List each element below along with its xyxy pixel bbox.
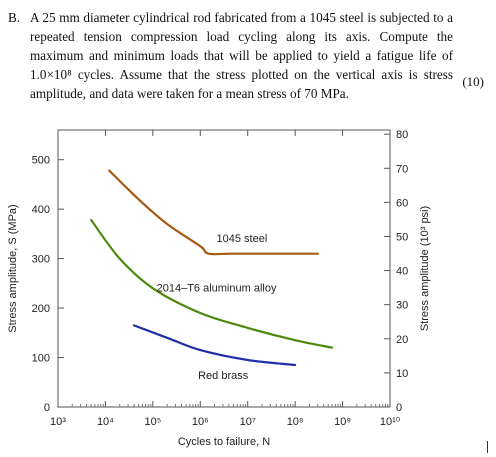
y-left-tick-label: 300 <box>32 254 50 266</box>
x-tick-label: 10⁹ <box>334 416 351 428</box>
x-axis-label: Cycles to failure, N <box>178 436 270 448</box>
series-label-3: Red brass <box>198 370 249 382</box>
x-tick-label: 10³ <box>50 416 66 428</box>
x-tick-label: 10¹⁰ <box>380 416 401 428</box>
y-right-axis-label: Stress amplitude (10³ psi) <box>419 206 431 331</box>
y-right-tick-label: 50 <box>396 231 408 243</box>
y-left-tick-label: 200 <box>32 303 50 315</box>
y-right-tick-label: 10 <box>396 368 408 380</box>
plot-frame <box>57 129 391 408</box>
y-left-tick-label: 400 <box>32 204 50 216</box>
problem-marks: (10) <box>462 74 484 89</box>
x-tick-label: 10⁸ <box>287 416 304 428</box>
y-right-tick-label: 80 <box>396 129 408 141</box>
y-left-tick-label: 100 <box>32 353 50 365</box>
x-tick-label: 10⁷ <box>240 416 256 428</box>
problem-label: B. <box>8 10 21 25</box>
series-line-2 <box>90 218 334 349</box>
y-left-axis-label: Stress amplitude, S (MPa) <box>7 204 19 332</box>
y-right-tick-label: 70 <box>396 163 408 175</box>
y-right-tick-label: 30 <box>396 300 408 312</box>
y-left-tick-label: 500 <box>32 155 50 167</box>
problem-text: A 25 mm diameter cylindrical rod fabrica… <box>30 10 453 101</box>
y-right-tick-label: 60 <box>396 197 408 209</box>
y-right-tick-label: 40 <box>396 266 408 278</box>
y-right-tick-label: 20 <box>396 334 408 346</box>
problem-statement: B. A 25 mm diameter cylindrical rod fabr… <box>8 8 453 103</box>
y-right-tick-label: 0 <box>396 402 402 414</box>
series-label-2: 2014–T6 aluminum alloy <box>157 283 277 295</box>
series-line-3 <box>132 324 297 367</box>
x-tick-label: 10⁴ <box>97 416 114 428</box>
text-cursor <box>487 441 488 453</box>
y-left-tick-label: 0 <box>44 402 50 414</box>
x-tick-label: 10⁵ <box>144 416 161 428</box>
series-line-1 <box>108 169 319 256</box>
series-label-1: 1045 steel <box>217 233 268 245</box>
x-tick-label: 10⁶ <box>192 416 209 428</box>
